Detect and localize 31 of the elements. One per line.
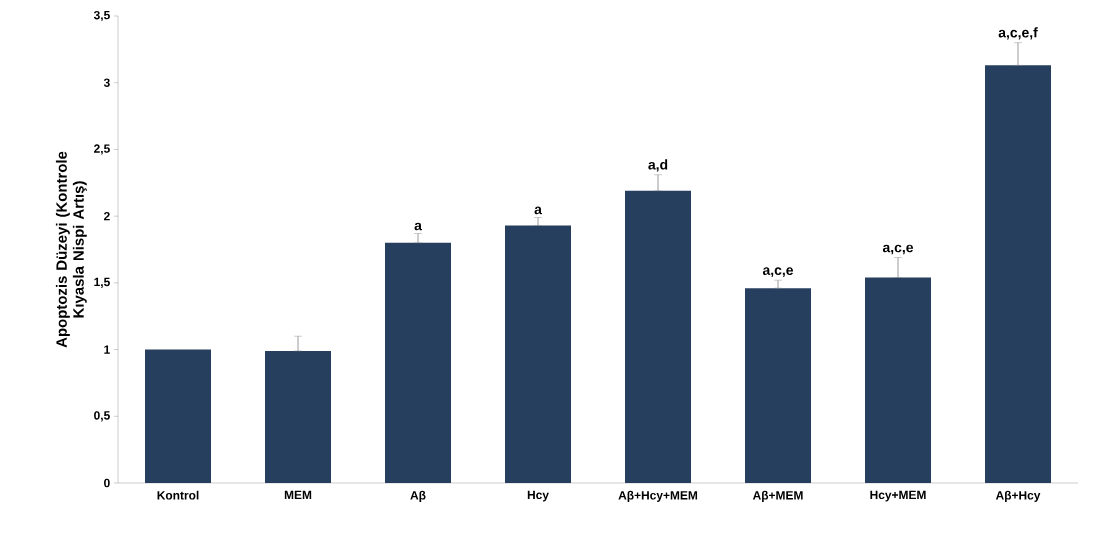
x-tick-label: MEM [284,490,312,499]
y-tick-label: 1,5 [94,277,110,288]
y-tick-label: 1 [104,345,110,354]
x-tick-label: Aβ+Hcy+MEM [618,490,698,502]
y-tick-label: 3 [103,78,110,87]
x-tick-label: Hcy [527,490,549,502]
bar [625,190,692,483]
y-tick-label: 2 [104,211,110,221]
x-tick-label: Aβ+Hcy [995,490,1041,502]
bar [145,349,211,483]
annotation: a [534,206,542,215]
annotation: a,d [648,159,668,172]
x-tick-label: Aβ [410,490,426,502]
y-tick-label: 0,5 [94,411,110,422]
y-tick-label: 2,5 [94,144,110,155]
annotation: a,c,e [882,244,914,255]
bar [985,65,1052,483]
annotation: a,c,e [762,267,794,277]
annotation: a,c,e,f [998,27,1038,40]
y-tick-label: 0 [104,478,110,488]
y-axis-title: Apoptozis Düzeyi (Kontrole Kıyasla Nispi Artış) [55,151,87,348]
bar [505,225,572,483]
bar [745,288,812,483]
x-tick-label: Hcy+MEM [870,490,926,502]
bar [265,350,331,483]
bar [865,277,932,483]
bar [385,242,451,483]
x-tick-label: Aβ+MEM [752,490,803,502]
x-tick-label: Kontrol [157,490,199,500]
annotation: a [414,222,422,231]
y-tick-label: 3,5 [93,10,110,22]
